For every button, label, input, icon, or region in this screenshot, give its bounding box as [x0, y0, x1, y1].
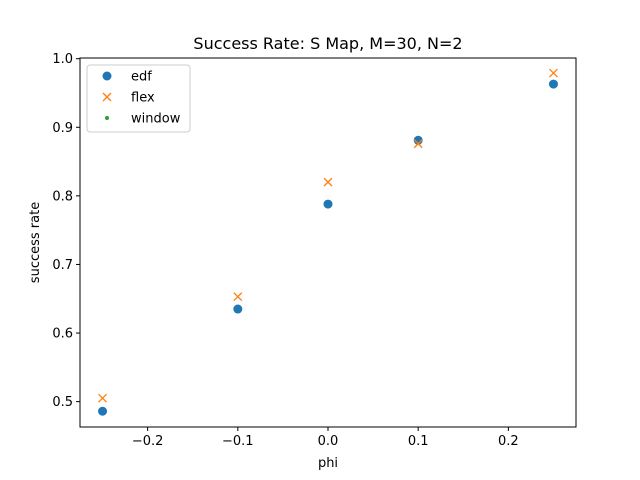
y-tick-label: 0.6	[52, 327, 73, 342]
x-tick-label: −0.2	[132, 434, 164, 449]
data-point-edf	[548, 79, 558, 89]
data-point-flex-stroke-b	[323, 177, 333, 187]
data-point-flex	[413, 139, 423, 149]
plot-area	[79, 57, 577, 428]
legend-label-edf: edf	[131, 70, 152, 85]
legend-label-window: window	[131, 112, 181, 127]
data-point-flex	[98, 393, 108, 403]
y-tick-label: 0.5	[52, 395, 73, 410]
chart-title: Success Rate: S Map, M=30, N=2	[193, 34, 462, 53]
data-marks	[98, 68, 558, 416]
x-tick-label: −0.1	[222, 434, 254, 449]
legend-marker-window	[105, 116, 109, 120]
legend-marker-edf	[102, 71, 112, 81]
y-axis-label: success rate	[28, 202, 43, 283]
x-tick-label: 0.0	[318, 434, 339, 449]
data-point-edf	[233, 304, 243, 314]
legend: edf flex window	[86, 64, 191, 133]
legend-marker-flex-stroke-b	[102, 92, 112, 102]
data-point-flex	[323, 177, 333, 187]
legend-label-flex: flex	[131, 91, 155, 106]
data-point-edf	[323, 199, 333, 209]
data-point-flex-stroke-b	[233, 292, 243, 302]
y-tick-label: 0.9	[52, 121, 73, 136]
x-tick-label: 0.2	[498, 434, 519, 449]
x-axis-label: phi	[318, 456, 338, 471]
legend-entries: edf flex window	[102, 70, 181, 127]
legend-marker-flex	[102, 92, 112, 102]
data-point-flex-stroke-b	[413, 139, 423, 149]
legend-box	[86, 64, 191, 133]
data-point-flex	[548, 68, 558, 78]
y-tick-label: 0.8	[52, 189, 73, 204]
x-tick-label: 0.1	[408, 434, 429, 449]
x-axis-ticks: −0.2 −0.1 0.0 0.1 0.2	[132, 427, 519, 449]
y-tick-label: 0.7	[52, 258, 73, 273]
data-point-flex-stroke-b	[98, 393, 108, 403]
data-point-edf	[413, 135, 423, 145]
y-axis-ticks: 0.5 0.6 0.7 0.8 0.9 1.0	[52, 52, 80, 410]
data-point-flex	[233, 292, 243, 302]
data-point-flex-stroke-b	[548, 68, 558, 78]
data-point-edf	[98, 406, 108, 416]
y-tick-label: 1.0	[52, 52, 73, 67]
